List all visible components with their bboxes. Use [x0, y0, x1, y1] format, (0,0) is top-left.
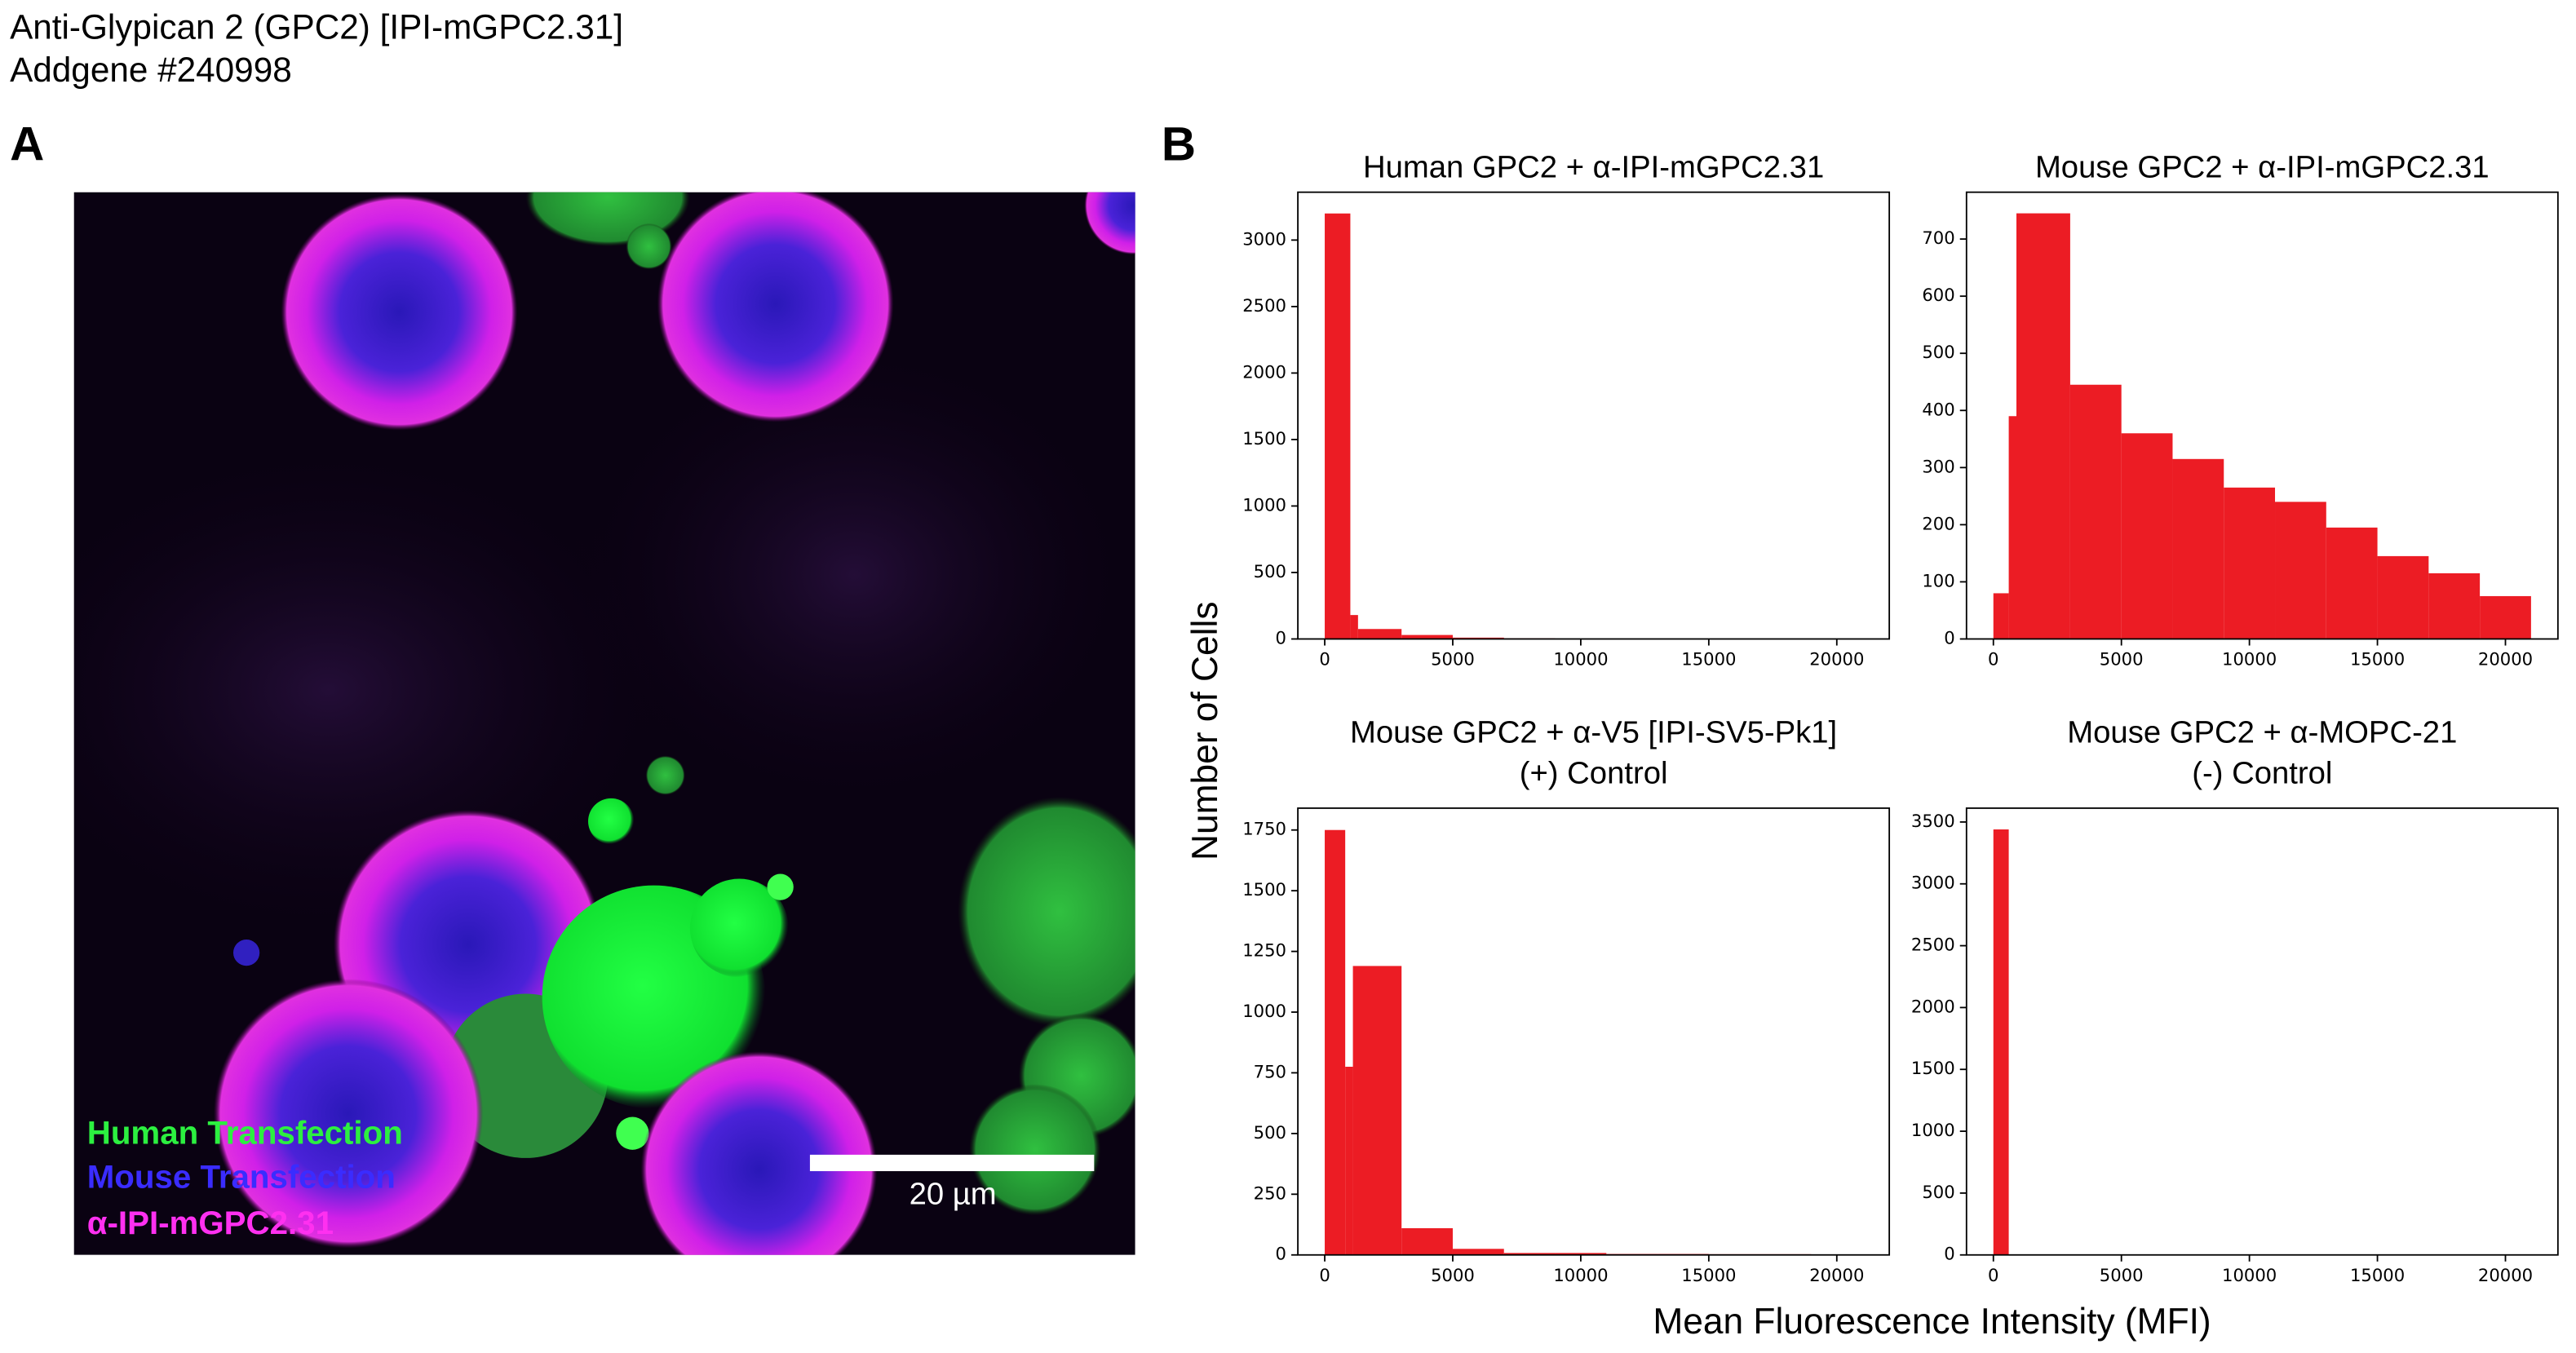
x-tick-label: 20000: [1809, 649, 1864, 670]
histogram-bar: [1350, 615, 1358, 639]
y-tick-label: 3500: [1911, 811, 1955, 831]
header-subtitle: Addgene #240998: [10, 51, 292, 89]
y-tick-label: 700: [1922, 228, 1954, 248]
y-axis-label: Number of Cells: [1185, 601, 1225, 860]
histogram-bar: [1325, 213, 1351, 639]
microscopy-image: Human Transfection Mouse Transfection α-…: [73, 192, 1135, 1255]
x-tick-label: 15000: [1681, 1265, 1736, 1285]
x-tick-label: 10000: [2222, 649, 2277, 670]
chart-title: Human GPC2 + α-IPI-mGPC2.31: [1363, 150, 1824, 185]
legend-text: α-IPI-mGPC2.31: [87, 1205, 334, 1241]
histogram-bar: [1555, 1253, 1607, 1255]
histogram-bar: [1401, 1227, 1453, 1255]
x-tick-label: 0: [1319, 649, 1330, 670]
y-tick-label: 0: [1276, 627, 1286, 648]
x-tick-label: 5000: [1431, 1265, 1475, 1285]
chart-title: Mouse GPC2 + α-IPI-mGPC2.31: [2035, 150, 2490, 185]
chart-title: Mouse GPC2 + α-V5 [IPI-SV5-Pk1]: [1350, 714, 1837, 749]
histogram-bar: [2172, 458, 2224, 639]
x-tick-label: 0: [1988, 649, 1998, 670]
scale-bar: [809, 1154, 1095, 1172]
y-tick-label: 400: [1922, 399, 1954, 419]
histogram-bar: [1352, 966, 1402, 1255]
x-tick-label: 20000: [2478, 1265, 2533, 1285]
y-tick-label: 2000: [1242, 361, 1286, 382]
y-tick-label: 1000: [1242, 1001, 1286, 1021]
y-tick-label: 2000: [1911, 996, 1955, 1016]
x-tick-label: 5000: [2100, 1265, 2144, 1285]
chart-subtitle: (-) Control: [2192, 756, 2332, 791]
histogram-bar: [2275, 502, 2326, 639]
scale-bar-label: 20 µm: [910, 1176, 997, 1211]
y-tick-label: 0: [1944, 627, 1954, 648]
panel-label: A: [10, 118, 44, 171]
x-tick-label: 15000: [2350, 1265, 2405, 1285]
y-tick-label: 250: [1254, 1183, 1286, 1203]
y-tick-label: 3000: [1911, 873, 1955, 893]
y-tick-label: 750: [1254, 1061, 1286, 1081]
histogram-bar: [2326, 527, 2378, 639]
x-tick-label: 20000: [1809, 1265, 1864, 1285]
histogram-bar: [2016, 213, 2070, 639]
chart-title: Mouse GPC2 + α-MOPC-21: [2067, 714, 2457, 749]
y-tick-label: 500: [1254, 561, 1286, 581]
histogram-bar: [2377, 555, 2429, 639]
x-tick-label: 5000: [2100, 649, 2144, 670]
y-tick-label: 1750: [1242, 819, 1286, 839]
x-tick-label: 0: [1319, 1265, 1330, 1285]
y-tick-label: 500: [1254, 1122, 1286, 1143]
plot-frame: [1965, 807, 2559, 1256]
plot-frame: [1965, 191, 2559, 640]
y-tick-label: 1000: [1911, 1120, 1955, 1140]
x-tick-label: 20000: [2478, 649, 2533, 670]
x-tick-label: 15000: [2350, 649, 2405, 670]
y-tick-label: 300: [1922, 456, 1954, 476]
y-tick-label: 100: [1922, 570, 1954, 590]
x-tick-label: 10000: [2222, 1265, 2277, 1285]
y-tick-label: 1000: [1242, 494, 1286, 515]
plot-frame: [1297, 807, 1891, 1256]
y-tick-label: 2500: [1911, 935, 1955, 955]
histogram-bar: [1993, 593, 2009, 639]
x-tick-label: 10000: [1553, 649, 1608, 670]
legend-text: Human Transfection: [87, 1114, 403, 1151]
histogram-bar: [2121, 433, 2173, 639]
y-tick-label: 600: [1922, 285, 1954, 305]
histogram-bar: [1325, 829, 1346, 1255]
x-tick-label: 15000: [1681, 649, 1736, 670]
histogram-bar: [1401, 634, 1453, 639]
histogram-bar: [2069, 384, 2122, 639]
header-title: Anti-Glypican 2 (GPC2) [IPI-mGPC2.31]: [10, 7, 623, 46]
y-tick-label: 1250: [1242, 940, 1286, 961]
histogram-bar: [2008, 416, 2016, 639]
histogram-bar: [1503, 1253, 1556, 1255]
histogram-bar: [1452, 1249, 1504, 1255]
histogram-bar: [2224, 487, 2276, 639]
chart-subtitle: (+) Control: [1520, 756, 1668, 791]
x-tick-label: 5000: [1431, 649, 1475, 670]
y-tick-label: 1500: [1242, 428, 1286, 449]
histogram-bar: [2428, 573, 2481, 639]
plot-frame: [1297, 191, 1891, 640]
y-tick-label: 1500: [1911, 1058, 1955, 1078]
x-axis-label: Mean Fluorescence Intensity (MFI): [1653, 1302, 2211, 1342]
histogram-bar: [2480, 595, 2531, 639]
y-tick-label: 500: [1922, 1182, 1954, 1202]
legend-text: Mouse Transfection: [87, 1159, 396, 1196]
y-tick-label: 0: [1944, 1244, 1954, 1264]
histogram-bar: [1345, 1067, 1353, 1255]
y-tick-label: 1500: [1242, 879, 1286, 900]
y-tick-label: 3000: [1242, 228, 1286, 249]
histogram-bar: [1993, 829, 2009, 1255]
y-tick-label: 2500: [1242, 295, 1286, 316]
y-tick-label: 500: [1922, 342, 1954, 362]
x-tick-label: 10000: [1553, 1265, 1608, 1285]
histogram-bar: [1357, 629, 1402, 639]
y-tick-label: 0: [1276, 1244, 1286, 1264]
x-tick-label: 0: [1988, 1265, 1998, 1285]
y-tick-label: 200: [1922, 513, 1954, 533]
panel-label: B: [1162, 118, 1196, 171]
